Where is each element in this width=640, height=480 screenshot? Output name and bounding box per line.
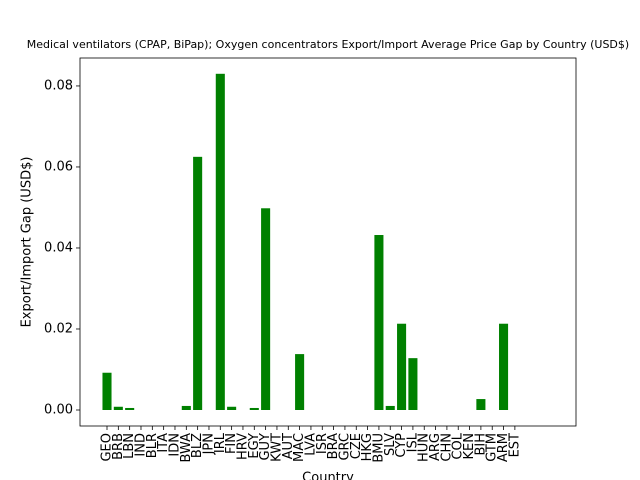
x-tick-label: CZE [349,433,364,459]
x-tick-label: SLV [383,433,398,456]
y-tick-label: 0.00 [44,403,73,418]
y-tick-label: 0.02 [44,321,73,336]
bar [227,406,237,410]
bar [193,156,203,410]
x-tick-label: KEN [462,433,477,459]
plot-frame [79,57,577,427]
x-tick-label: CHN [439,433,454,462]
bar [397,323,407,410]
bar [261,208,271,410]
x-tick-label: EGY [247,433,262,459]
x-tick-label: GTM [485,433,500,462]
x-tick-label: ARM [496,433,511,462]
bar [181,405,191,410]
x-tick-label: HUN [417,433,432,462]
y-axis-label: Export/Import Gap (USD$) [20,157,35,328]
bar [385,405,395,410]
x-tick-label: LBN [122,433,137,459]
x-tick-label: BLR [145,433,160,458]
x-tick-label: AUT [281,433,296,459]
bar [249,407,259,410]
x-tick-label: IDN [167,433,182,457]
x-tick-label: KWT [269,433,284,462]
chart-title: Medical ventilators (CPAP, BiPap); Oxyge… [27,38,629,51]
x-tick-label: BWA [179,433,194,463]
x-tick-label: GUY [258,433,273,461]
x-tick-label: BRB [111,433,126,460]
bar [476,399,486,410]
bar [374,235,384,410]
x-tick-label: ITA [156,433,171,453]
x-tick-label: FIN [224,433,239,454]
y-tick-label: 0.06 [44,159,73,174]
x-tick-label: GRC [337,433,352,461]
x-tick-label: COL [451,432,466,459]
bar [408,358,418,410]
bar [102,372,112,410]
bar [295,354,305,410]
x-tick-label: BMU [371,433,386,463]
x-tick-label: BLZ [190,433,205,458]
x-tick-label: LVA [303,433,318,456]
x-axis-label: Country [302,471,354,480]
bar [113,406,123,410]
x-tick-label: IND [133,433,148,457]
x-tick-label: MAC [292,433,307,462]
bar [125,407,135,410]
x-tick-label: JPN [201,433,216,455]
x-tick-label: BIH [473,433,488,456]
x-tick-label: EST [507,433,522,457]
bar [215,73,225,410]
x-tick-label: GEO [100,433,115,462]
y-tick-label: 0.08 [44,78,73,93]
x-tick-label: ARG [428,433,443,461]
y-tick-label: 0.04 [44,240,73,255]
bar [499,323,509,410]
x-tick-label: HKG [360,433,375,461]
x-tick-label: ISL [405,432,420,452]
x-tick-label: ISR [315,433,330,454]
x-tick-label: HRV [235,433,250,460]
x-tick-label: CYP [394,433,409,458]
x-tick-label: BRA [326,433,341,459]
x-tick-label: IRL [213,432,228,453]
